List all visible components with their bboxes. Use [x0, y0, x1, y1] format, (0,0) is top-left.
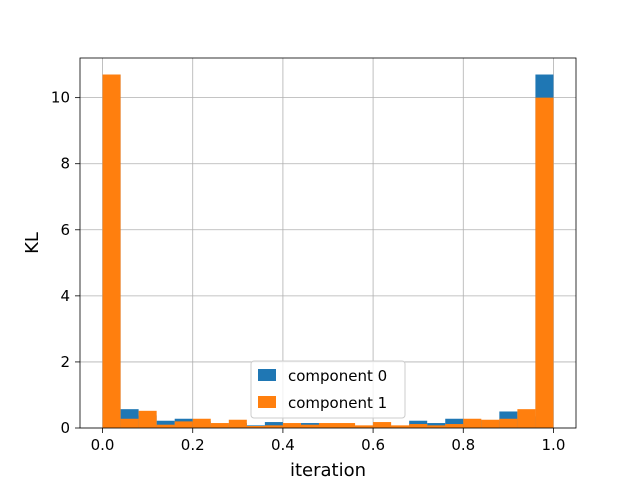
legend-swatch-component-0: [258, 369, 276, 381]
bar-component-1: [409, 424, 428, 428]
y-tick-label: 10: [51, 89, 70, 107]
bar-component-1: [174, 421, 193, 428]
bar-component-1: [481, 419, 500, 428]
bar-component-0: [445, 418, 464, 428]
y-tick-label: 8: [60, 155, 70, 173]
bar-component-1: [192, 418, 211, 428]
bar-component-1: [138, 410, 157, 428]
bar-component-1: [355, 425, 374, 428]
bar-component-1: [228, 419, 247, 428]
legend-label-component-1: component 1: [288, 394, 387, 412]
x-tick-label: 0.4: [271, 436, 295, 454]
bar-component-1: [445, 424, 464, 428]
bar-component-1: [373, 422, 392, 428]
x-axis-ticks: 0.0 0.2 0.4 0.6 0.8 1.0: [91, 428, 566, 454]
bar-component-0: [156, 420, 175, 428]
bar-component-0: [264, 422, 283, 428]
x-tick-label: 0.6: [361, 436, 385, 454]
y-tick-label: 0: [60, 419, 70, 437]
bar-component-1: [318, 423, 338, 428]
bar-component-1: [463, 418, 482, 428]
bar-component-1: [156, 424, 175, 428]
bar-component-1: [535, 97, 554, 429]
y-axis-label: KL: [22, 232, 43, 254]
legend-label-component-0: component 0: [288, 367, 387, 385]
bar-component-1: [210, 423, 229, 428]
bar-component-1: [499, 418, 518, 428]
y-axis-ticks: 0 2 4 6 8 10: [51, 89, 80, 437]
grid: [80, 58, 576, 429]
bar-component-1: [120, 418, 139, 428]
x-tick-label: 1.0: [542, 436, 566, 454]
bar-component-1: [246, 426, 265, 428]
bar-component-1: [337, 423, 356, 428]
x-tick-label: 0.8: [451, 436, 475, 454]
y-tick-label: 2: [60, 353, 70, 371]
legend-box: [250, 360, 406, 419]
series-component-1-bars: [102, 74, 554, 429]
bar-component-1: [300, 424, 319, 428]
bar-component-1: [264, 425, 283, 428]
x-tick-label: 0.2: [181, 436, 205, 454]
bar-component-1: [517, 409, 536, 428]
legend: component 0 component 1: [250, 360, 406, 419]
bar-component-1: [391, 425, 410, 428]
legend-swatch-component-1: [258, 396, 276, 408]
bar-component-1: [282, 423, 301, 428]
bar-component-1: [102, 74, 121, 429]
x-tick-label: 0.0: [91, 436, 115, 454]
x-axis-label: iteration: [290, 460, 366, 480]
y-tick-label: 4: [60, 287, 70, 305]
plot-frame: [79, 57, 577, 429]
y-tick-label: 6: [60, 221, 70, 239]
bar-component-1: [427, 425, 446, 428]
